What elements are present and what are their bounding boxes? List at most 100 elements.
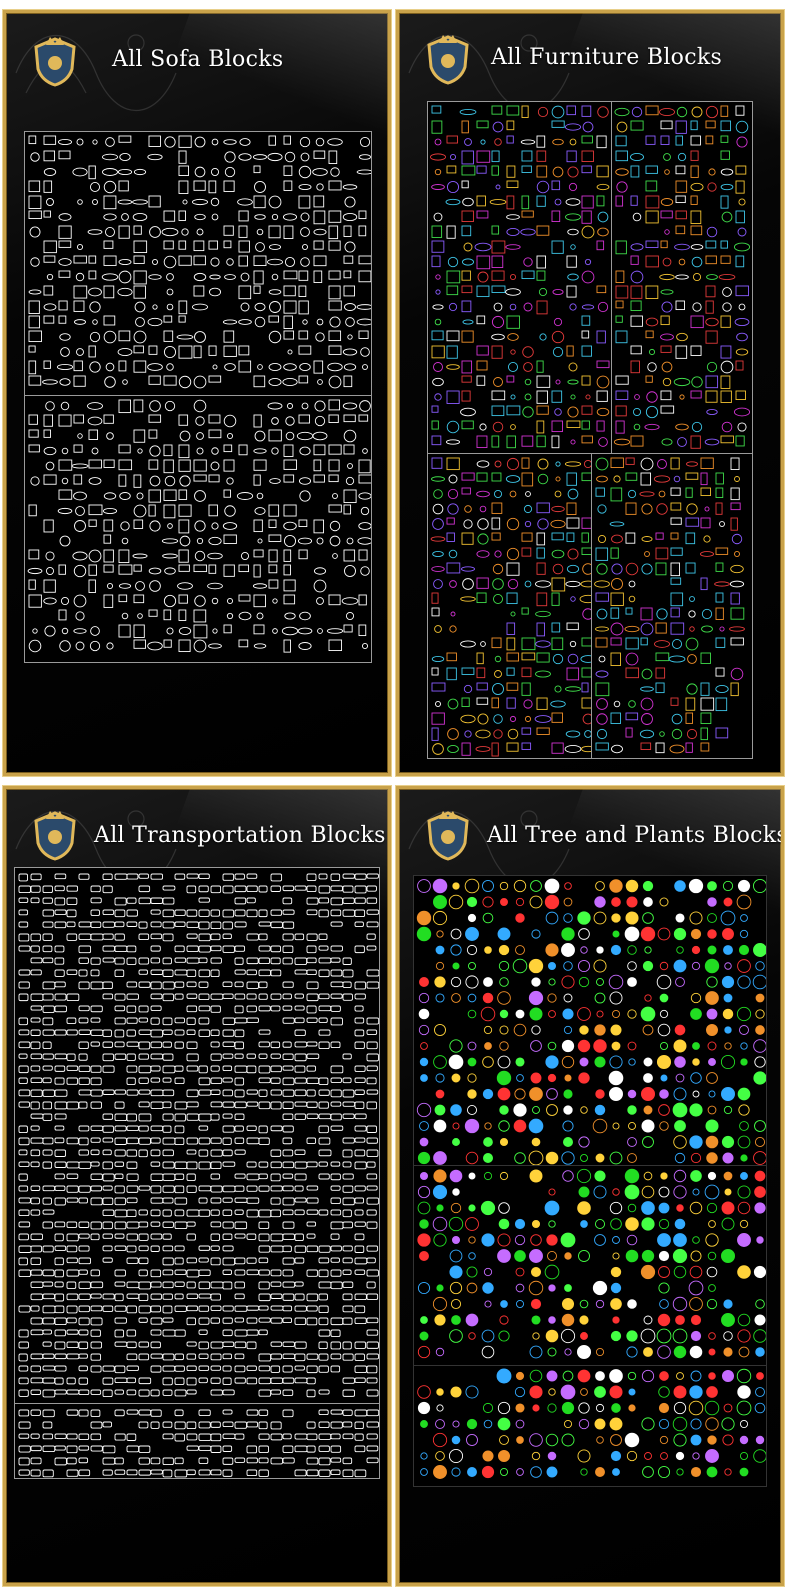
cad-block-symbol	[234, 897, 247, 905]
cad-block-symbol	[223, 139, 237, 145]
cad-block-symbol	[88, 270, 97, 280]
cad-block-symbol	[162, 1317, 174, 1323]
cad-block-symbol	[705, 135, 714, 145]
cad-block-symbol	[133, 225, 142, 235]
cad-block-symbol	[596, 728, 608, 740]
cad-block-symbol	[629, 152, 645, 162]
cad-block-symbol	[640, 686, 654, 692]
cad-block-symbol	[294, 1353, 306, 1362]
cad-block-symbol	[578, 1186, 590, 1198]
cad-block-symbol	[499, 1171, 509, 1181]
cad-block-symbol	[66, 897, 78, 905]
cad-block-symbol	[417, 1345, 431, 1359]
cad-block-symbol	[246, 1197, 260, 1204]
cad-block-symbol	[114, 1185, 125, 1194]
cad-block-symbol	[476, 435, 488, 449]
cad-block-symbol	[246, 1065, 257, 1074]
cad-block-symbol	[246, 1457, 258, 1464]
cad-block-symbol	[258, 1089, 268, 1097]
cad-block-symbol	[521, 667, 532, 678]
cad-block-symbol	[77, 433, 83, 439]
cad-block-symbol	[447, 256, 459, 268]
cad-block-symbol	[285, 431, 295, 441]
cad-block-symbol	[198, 993, 210, 1001]
cad-block-symbol	[566, 472, 577, 486]
cad-block-symbol	[715, 684, 729, 694]
cad-block-symbol	[28, 639, 42, 653]
cad-block-symbol	[612, 1122, 620, 1130]
cad-block-symbol	[447, 728, 459, 740]
cad-block-symbol	[420, 1420, 428, 1428]
cad-block-symbol	[210, 1317, 220, 1324]
cad-block-symbol	[148, 414, 162, 423]
cad-block-symbol	[222, 1365, 232, 1372]
cad-block-symbol	[354, 1377, 366, 1383]
cad-block-symbol	[446, 180, 460, 194]
cad-block-symbol	[240, 272, 250, 282]
cad-block-symbol	[211, 447, 219, 455]
panel-transportation-blocks[interactable]: All Transportation Blocks	[3, 786, 391, 1586]
cad-block-symbol	[564, 1252, 572, 1260]
panel-tree-plants-blocks[interactable]: All Tree and Plants Blocks	[396, 786, 784, 1586]
cad-block-symbol	[138, 921, 148, 929]
cad-block-symbol	[42, 1329, 53, 1335]
cad-block-symbol	[174, 1421, 186, 1430]
cad-block-symbol	[417, 879, 431, 893]
cad-block-symbol	[222, 993, 234, 999]
cad-block-symbol	[354, 1137, 366, 1143]
cad-block-symbol	[662, 257, 672, 267]
cad-block-symbol	[270, 1353, 283, 1360]
cad-block-symbol	[138, 969, 148, 975]
cad-block-symbol	[102, 873, 113, 881]
cad-block-symbol	[417, 1151, 431, 1165]
cad-block-symbol	[445, 198, 461, 206]
cad-block-symbol	[126, 1469, 138, 1476]
cad-block-symbol	[521, 210, 534, 218]
cad-block-symbol	[496, 1070, 512, 1086]
cad-block-symbol	[102, 981, 113, 990]
cad-block-symbol	[114, 1197, 126, 1206]
cad-block-symbol	[360, 506, 370, 516]
cad-block-symbol	[222, 1209, 233, 1217]
cad-block-symbol	[568, 362, 578, 372]
cad-block-symbol	[737, 422, 747, 432]
cad-block-symbol	[446, 667, 457, 681]
cad-block-symbol	[126, 1305, 137, 1314]
panel-sofa-blocks[interactable]: All Sofa Blocks	[3, 10, 391, 776]
cad-block-symbol	[42, 1377, 56, 1384]
cad-block-symbol	[546, 1234, 558, 1246]
cad-block-symbol	[708, 1058, 716, 1066]
cad-block-symbol	[581, 304, 595, 310]
cad-block-symbol	[117, 168, 133, 176]
cad-block-symbol	[103, 549, 114, 563]
cad-block-symbol	[358, 225, 367, 237]
cad-block-symbol	[740, 1172, 748, 1180]
cad-block-symbol	[330, 909, 342, 917]
cad-block-symbol	[312, 168, 328, 176]
cad-block-symbol	[138, 981, 151, 988]
cad-block-symbol	[612, 930, 620, 938]
cad-block-symbol	[282, 1113, 294, 1120]
cad-block-symbol	[668, 655, 686, 663]
cad-block-symbol	[670, 577, 682, 585]
cad-block-symbol	[690, 150, 699, 161]
cad-block-symbol	[640, 622, 654, 636]
cad-block-symbol	[708, 1284, 716, 1292]
cad-block-symbol	[627, 1299, 637, 1309]
cad-block-symbol	[90, 1065, 102, 1073]
cad-block-symbol	[300, 152, 310, 162]
cad-block-symbol	[258, 1457, 269, 1464]
cad-block-symbol	[330, 1209, 342, 1216]
cad-block-symbol	[148, 504, 156, 517]
panel-furniture-blocks[interactable]: All Furniture Blocks	[396, 10, 784, 776]
cad-block-symbol	[723, 1347, 733, 1357]
cad-block-symbol	[657, 1313, 671, 1327]
cad-block-symbol	[66, 1197, 79, 1203]
cad-block-symbol	[258, 1353, 272, 1362]
cad-block-symbol	[102, 1257, 113, 1263]
cad-block-symbol	[178, 626, 192, 636]
cad-block-symbol	[162, 1137, 176, 1145]
cad-block-symbol	[150, 1185, 162, 1194]
cad-block-symbol	[73, 300, 85, 312]
cad-block-symbol	[448, 474, 458, 484]
